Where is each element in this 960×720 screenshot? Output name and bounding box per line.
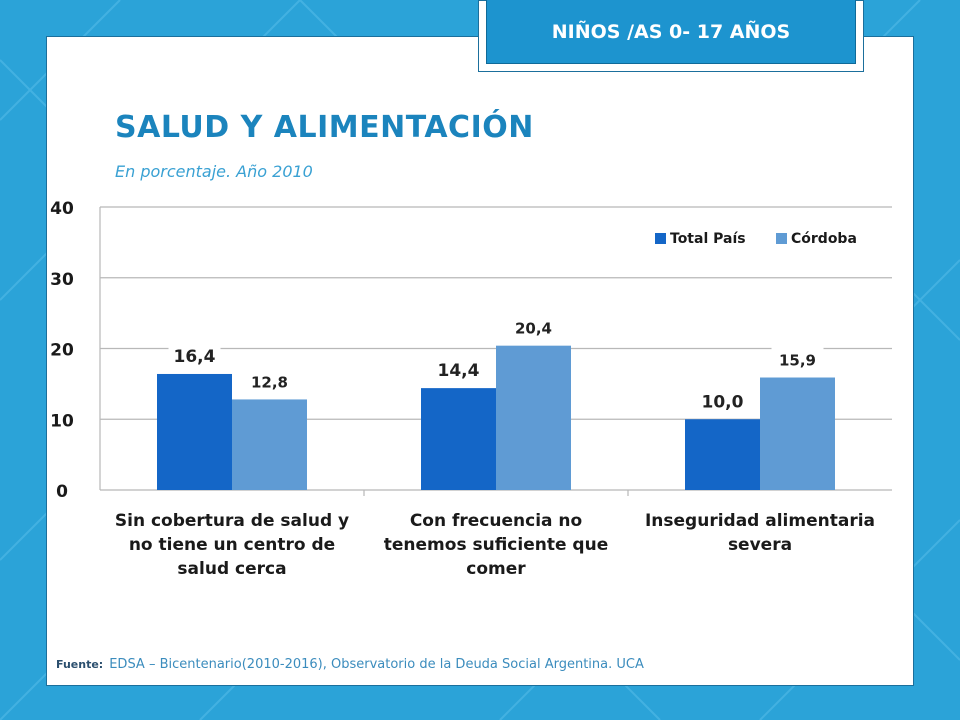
data-label-bg	[243, 369, 296, 394]
legend-swatch	[655, 233, 666, 244]
source-label: Fuente:	[56, 658, 104, 671]
header-badge: NIÑOS /AS 0- 17 AÑOS	[478, 0, 864, 72]
category-label: salud cerca	[177, 559, 286, 579]
source-text: EDSA – Bicentenario(2010-2016), Observat…	[109, 657, 644, 672]
data-label: 20,4	[515, 320, 552, 338]
data-label: 16,4	[174, 347, 216, 367]
data-label-bg	[432, 358, 485, 383]
data-label: 14,4	[438, 361, 480, 381]
y-tick-label: 10	[50, 411, 74, 431]
source-note: Fuente: EDSA – Bicentenario(2010-2016), O…	[56, 657, 644, 672]
y-tick-label: 40	[50, 199, 74, 219]
y-tick-label: 0	[56, 482, 68, 502]
legend-label: Total País	[670, 231, 746, 247]
page-subtitle: En porcentaje. Año 2010	[115, 162, 313, 181]
bar	[232, 399, 307, 490]
data-label-bg	[168, 343, 221, 368]
category-label: Con frecuencia no	[410, 511, 582, 531]
y-tick-label: 30	[50, 270, 74, 290]
data-label: 15,9	[779, 352, 816, 370]
data-label-bg	[507, 315, 560, 340]
category-label: no tiene un centro de	[129, 535, 335, 555]
data-label: 10,0	[702, 392, 744, 412]
category-label: tenemos suficiente que	[384, 535, 608, 555]
category-label: comer	[466, 559, 526, 579]
bar	[421, 388, 496, 490]
bar	[157, 373, 232, 490]
y-tick-label: 20	[50, 341, 74, 361]
bar	[685, 419, 760, 490]
legend-swatch	[776, 233, 787, 244]
data-label-bg	[771, 347, 824, 372]
header-badge-text: NIÑOS /AS 0- 17 AÑOS	[486, 0, 856, 64]
data-label-bg	[696, 389, 749, 414]
page-title: SALUD Y ALIMENTACIÓN	[115, 110, 534, 145]
category-label: Sin cobertura de salud y	[115, 511, 349, 531]
category-label: Inseguridad alimentaria	[645, 511, 875, 531]
legend-label: Córdoba	[791, 231, 857, 247]
category-label: severa	[728, 535, 792, 555]
bar	[760, 377, 835, 490]
data-label: 12,8	[251, 373, 288, 391]
bar	[496, 345, 571, 490]
